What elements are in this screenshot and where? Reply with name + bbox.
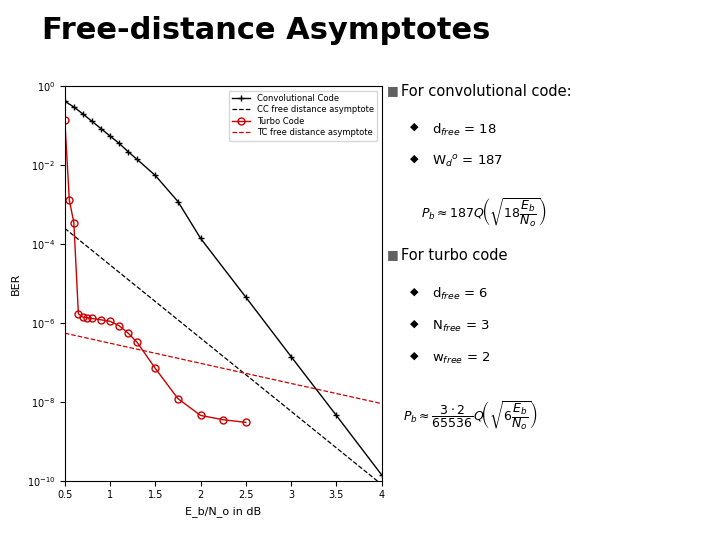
Turbo Code xyxy=(133,339,142,346)
Text: ◆: ◆ xyxy=(410,154,419,164)
Convolutional Code xyxy=(114,140,123,146)
Text: W$_d$$^o$ = 187: W$_d$$^o$ = 187 xyxy=(432,154,503,170)
Convolutional Code xyxy=(88,118,96,125)
Y-axis label: BER: BER xyxy=(11,272,21,295)
Turbo Code xyxy=(88,315,96,322)
Turbo Code xyxy=(74,310,83,317)
Turbo Code xyxy=(241,419,250,426)
Convolutional Code xyxy=(287,353,295,360)
Turbo Code xyxy=(197,412,205,418)
Convolutional Code xyxy=(96,125,105,132)
Turbo Code xyxy=(78,314,87,320)
Text: ◆: ◆ xyxy=(410,122,419,132)
Turbo Code xyxy=(65,197,73,204)
Turbo Code xyxy=(219,416,228,423)
Text: N$_{free}$ = 3: N$_{free}$ = 3 xyxy=(432,319,490,334)
Turbo Code xyxy=(174,395,182,402)
Turbo Code xyxy=(124,330,132,336)
Turbo Code xyxy=(83,314,91,321)
Text: $P_b \approx 187Q\!\left(\sqrt{18\dfrac{E_b}{N_o}}\right)$: $P_b \approx 187Q\!\left(\sqrt{18\dfrac{… xyxy=(421,197,546,230)
Line: Convolutional Code: Convolutional Code xyxy=(61,98,385,478)
Convolutional Code xyxy=(70,104,78,110)
Line: Turbo Code: Turbo Code xyxy=(61,117,249,426)
Convolutional Code xyxy=(174,198,182,205)
Text: For turbo code: For turbo code xyxy=(401,248,508,264)
Turbo Code xyxy=(114,322,123,329)
Convolutional Code xyxy=(197,235,205,241)
Turbo Code xyxy=(106,318,114,325)
Convolutional Code xyxy=(133,156,142,163)
Text: ■: ■ xyxy=(387,84,398,97)
Turbo Code xyxy=(70,219,78,226)
Convolutional Code xyxy=(124,148,132,155)
Text: $P_b \approx \dfrac{3 \cdot 2}{65536}Q\!\left(\sqrt{6\dfrac{E_b}{N_o}}\right)$: $P_b \approx \dfrac{3 \cdot 2}{65536}Q\!… xyxy=(403,400,538,433)
Text: d$_{free}$ = 18: d$_{free}$ = 18 xyxy=(432,122,497,138)
Text: w$_{free}$ = 2: w$_{free}$ = 2 xyxy=(432,351,490,366)
Convolutional Code xyxy=(78,111,87,117)
Text: ◆: ◆ xyxy=(410,286,419,296)
Text: Free-distance Asymptotes: Free-distance Asymptotes xyxy=(42,16,490,45)
Convolutional Code xyxy=(60,98,69,105)
Text: For convolutional code:: For convolutional code: xyxy=(401,84,572,99)
Text: ■: ■ xyxy=(387,248,398,261)
Legend: Convolutional Code, CC free distance asymptote, Turbo Code, TC free distance asy: Convolutional Code, CC free distance asy… xyxy=(229,91,377,141)
Convolutional Code xyxy=(151,172,160,179)
Convolutional Code xyxy=(332,412,341,418)
Convolutional Code xyxy=(106,133,114,139)
Text: d$_{free}$ = 6: d$_{free}$ = 6 xyxy=(432,286,488,302)
Convolutional Code xyxy=(241,294,250,300)
Convolutional Code xyxy=(377,471,386,478)
Turbo Code xyxy=(96,316,105,323)
Text: ◆: ◆ xyxy=(410,351,419,361)
X-axis label: E_b/N_o in dB: E_b/N_o in dB xyxy=(185,506,261,517)
Turbo Code xyxy=(60,117,69,123)
Turbo Code xyxy=(151,365,160,372)
Text: ◆: ◆ xyxy=(410,319,419,329)
